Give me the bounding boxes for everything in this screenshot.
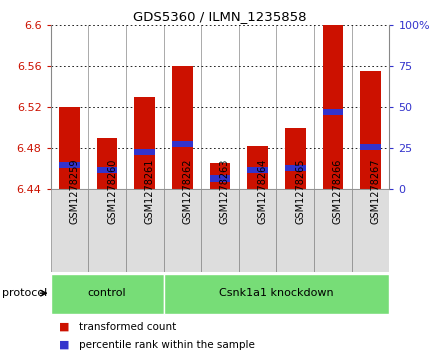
- Bar: [97, 167, 117, 174]
- Text: GSM1278259: GSM1278259: [70, 159, 80, 224]
- Bar: [209, 163, 231, 189]
- Text: GSM1278264: GSM1278264: [258, 159, 268, 224]
- Bar: [59, 162, 80, 168]
- Text: percentile rank within the sample: percentile rank within the sample: [79, 340, 255, 350]
- Text: control: control: [88, 288, 126, 298]
- Bar: [88, 189, 126, 272]
- Bar: [172, 141, 193, 147]
- Bar: [247, 167, 268, 174]
- Text: ■: ■: [59, 322, 70, 332]
- Bar: [209, 175, 231, 182]
- Bar: [360, 72, 381, 189]
- Bar: [134, 97, 155, 189]
- Bar: [134, 149, 155, 155]
- Bar: [172, 66, 193, 189]
- Text: ■: ■: [59, 340, 70, 350]
- Text: GSM1278263: GSM1278263: [220, 159, 230, 224]
- Bar: [285, 127, 306, 189]
- Text: GSM1278265: GSM1278265: [295, 159, 305, 224]
- Text: GSM1278260: GSM1278260: [107, 159, 117, 224]
- Bar: [352, 189, 389, 272]
- Bar: [247, 146, 268, 189]
- Bar: [323, 25, 343, 189]
- Bar: [285, 165, 306, 171]
- Bar: [51, 274, 164, 314]
- Bar: [51, 189, 88, 272]
- Text: transformed count: transformed count: [79, 322, 176, 332]
- Bar: [59, 107, 80, 189]
- Bar: [239, 189, 276, 272]
- Bar: [126, 189, 164, 272]
- Bar: [276, 189, 314, 272]
- Bar: [360, 144, 381, 150]
- Bar: [97, 138, 117, 189]
- Text: GSM1278262: GSM1278262: [182, 159, 192, 224]
- Text: GSM1278267: GSM1278267: [370, 159, 381, 224]
- Bar: [164, 189, 201, 272]
- Text: protocol: protocol: [2, 288, 48, 298]
- Bar: [323, 109, 343, 115]
- Bar: [164, 274, 389, 314]
- Text: GSM1278261: GSM1278261: [145, 159, 155, 224]
- Text: Csnk1a1 knockdown: Csnk1a1 knockdown: [219, 288, 334, 298]
- Bar: [201, 189, 239, 272]
- Bar: [314, 189, 352, 272]
- Text: GSM1278266: GSM1278266: [333, 159, 343, 224]
- Title: GDS5360 / ILMN_1235858: GDS5360 / ILMN_1235858: [133, 10, 307, 23]
